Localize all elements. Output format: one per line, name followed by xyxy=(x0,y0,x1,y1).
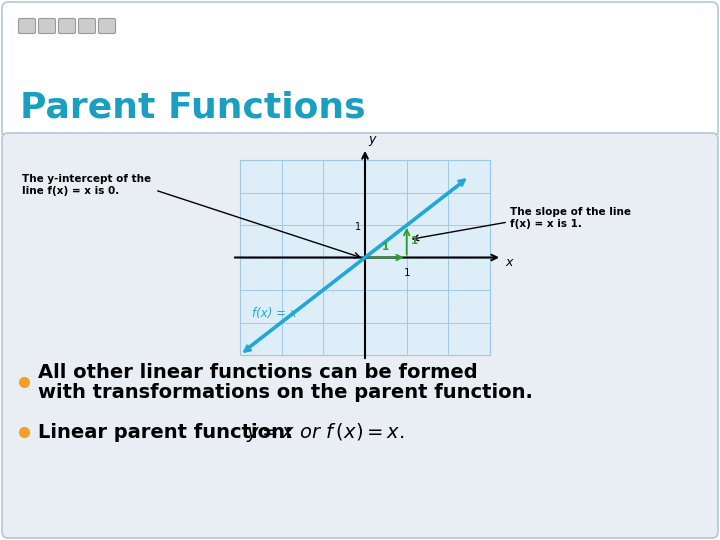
Text: The y-intercept of the: The y-intercept of the xyxy=(22,174,151,184)
Text: x: x xyxy=(505,256,513,269)
Text: $y = x$ or $f\/(x) = x.$: $y = x$ or $f\/(x) = x.$ xyxy=(246,421,404,443)
Text: with transformations on the parent function.: with transformations on the parent funct… xyxy=(38,382,533,402)
FancyBboxPatch shape xyxy=(38,18,55,33)
Text: y: y xyxy=(368,133,375,146)
Text: 1: 1 xyxy=(355,222,361,232)
Text: Linear parent function:: Linear parent function: xyxy=(38,422,300,442)
FancyBboxPatch shape xyxy=(19,18,35,33)
Text: 1: 1 xyxy=(382,242,390,253)
FancyBboxPatch shape xyxy=(58,18,76,33)
Text: 1: 1 xyxy=(410,237,418,246)
FancyBboxPatch shape xyxy=(99,18,115,33)
FancyBboxPatch shape xyxy=(240,160,490,355)
Text: f(x) = x: f(x) = x xyxy=(252,307,297,320)
FancyBboxPatch shape xyxy=(2,2,718,138)
Text: 1: 1 xyxy=(403,267,410,278)
Text: f(x) = x is 1.: f(x) = x is 1. xyxy=(510,219,582,229)
Text: Parent Functions: Parent Functions xyxy=(20,91,366,125)
FancyBboxPatch shape xyxy=(2,133,718,538)
Text: All other linear functions can be formed: All other linear functions can be formed xyxy=(38,363,477,382)
FancyBboxPatch shape xyxy=(78,18,96,33)
Text: line f(x) = x is 0.: line f(x) = x is 0. xyxy=(22,186,120,196)
Text: The slope of the line: The slope of the line xyxy=(510,207,631,217)
